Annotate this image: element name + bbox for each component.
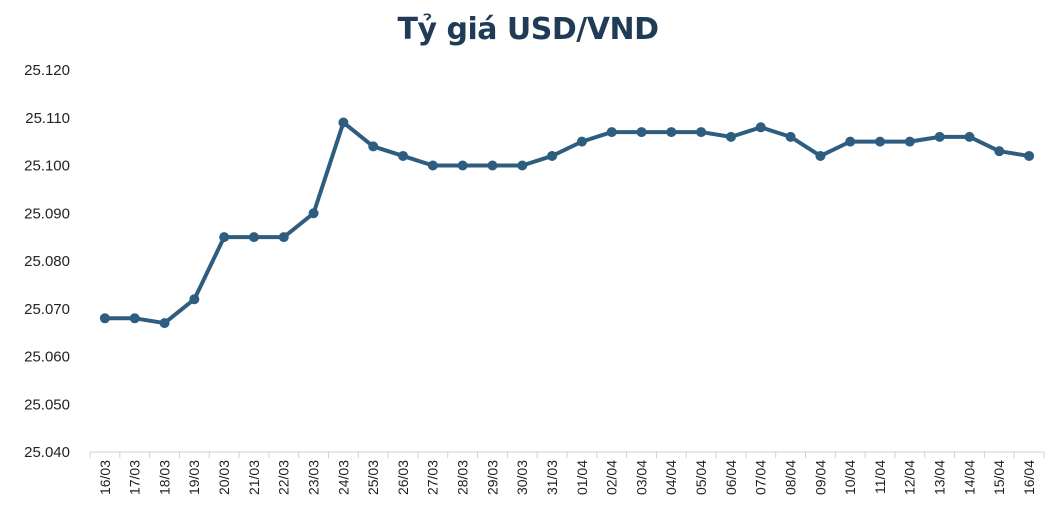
x-tick-label: 18/03 (156, 460, 172, 495)
x-tick-label: 29/03 (484, 460, 500, 495)
x-tick-label: 21/03 (246, 460, 262, 495)
y-tick-label: 25.050 (24, 396, 70, 413)
x-tick-label: 16/03 (97, 460, 113, 495)
data-point (875, 136, 886, 147)
x-tick-label: 31/03 (544, 460, 560, 495)
x-tick-label: 14/04 (961, 460, 977, 495)
data-point (994, 146, 1005, 157)
data-point (189, 294, 200, 305)
data-point (517, 160, 528, 171)
x-tick-label: 09/04 (812, 460, 828, 495)
data-point (815, 150, 826, 161)
data-point (457, 160, 468, 171)
x-tick-label: 12/04 (902, 460, 918, 495)
x-tick-label: 24/03 (335, 460, 351, 495)
x-tick-label: 15/04 (991, 460, 1007, 495)
data-point (785, 131, 796, 142)
x-tick-label: 11/04 (872, 460, 888, 494)
x-tick-label: 13/04 (932, 460, 948, 495)
y-tick-label: 25.090 (24, 205, 70, 222)
data-point (576, 136, 587, 147)
x-tick-label: 30/03 (514, 460, 530, 495)
x-tick-label: 01/04 (574, 460, 590, 495)
data-point (278, 232, 289, 243)
series-line (102, 120, 1032, 326)
x-tick-label: 26/03 (395, 460, 411, 495)
x-tick-label: 25/03 (365, 460, 381, 495)
x-tick-label: 28/03 (455, 460, 471, 495)
y-tick-label: 25.100 (24, 158, 70, 175)
data-point (398, 150, 409, 161)
x-tick-label: 06/04 (723, 460, 739, 495)
data-point (248, 232, 259, 243)
data-point (487, 160, 498, 171)
data-point (547, 150, 558, 161)
x-tick-label: 27/03 (425, 460, 441, 495)
x-tick-label: 19/03 (186, 460, 202, 495)
y-tick-label: 25.120 (24, 62, 70, 79)
data-point (99, 313, 110, 324)
data-point (427, 160, 438, 171)
x-tick-label: 02/04 (604, 460, 620, 495)
data-point (666, 127, 677, 138)
data-point (696, 127, 707, 138)
x-tick-label: 23/03 (305, 460, 321, 495)
data-point (159, 318, 170, 329)
data-point (845, 136, 856, 147)
data-point (1024, 150, 1035, 161)
x-tick-label: 05/04 (693, 460, 709, 495)
x-tick-label: 07/04 (753, 460, 769, 495)
x-tick-label: 04/04 (663, 460, 679, 495)
data-point (368, 141, 379, 152)
y-tick-label: 25.060 (24, 349, 70, 366)
data-point (904, 136, 915, 147)
chart-title: Tỷ giá USD/VND (397, 12, 659, 47)
x-tick-label: 16/04 (1021, 460, 1037, 495)
y-tick-label: 25.070 (24, 301, 70, 318)
x-tick-label: 08/04 (782, 460, 798, 495)
y-tick-label: 25.080 (24, 253, 70, 270)
data-point (755, 122, 766, 133)
y-tick-label: 25.110 (25, 110, 70, 127)
x-tick-label: 20/03 (216, 460, 232, 495)
data-point (934, 131, 945, 142)
x-tick-label: 17/03 (127, 460, 143, 495)
data-point (636, 127, 647, 138)
data-point (308, 208, 319, 219)
data-point (338, 117, 349, 128)
data-point (606, 127, 617, 138)
x-tick-label: 22/03 (276, 460, 292, 495)
x-tick-label: 03/04 (633, 460, 649, 495)
y-tick-label: 25.040 (24, 444, 70, 461)
data-point (964, 131, 975, 142)
data-point (129, 313, 140, 324)
x-tick-label: 10/04 (842, 460, 858, 495)
data-point (219, 232, 230, 243)
data-point (725, 131, 736, 142)
